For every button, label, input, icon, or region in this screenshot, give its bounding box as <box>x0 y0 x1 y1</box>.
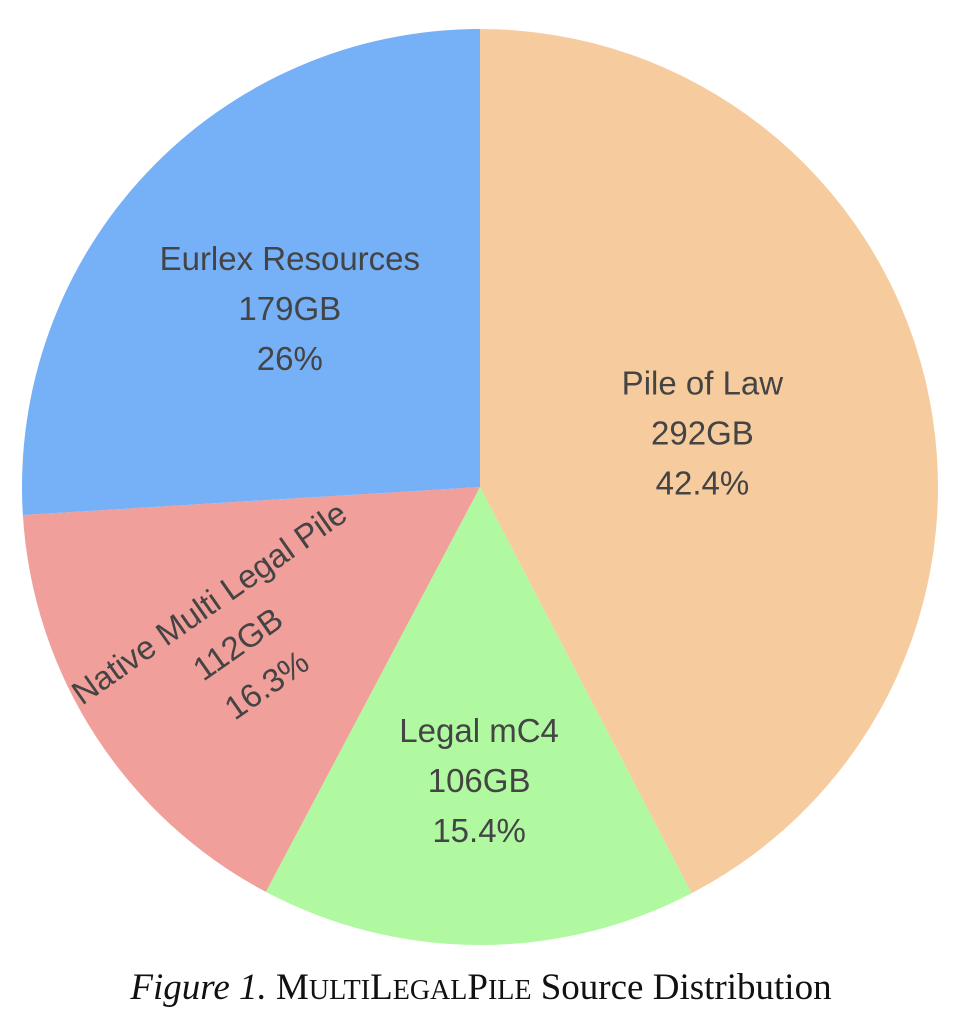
figure-title-rest: Source Distribution <box>531 967 832 1008</box>
dataset-name-part: M <box>276 967 309 1008</box>
slice-label-name: Legal mC4 <box>399 712 559 749</box>
pie-slice-pile-of-law <box>480 29 938 894</box>
slice-label-percent: 26% <box>257 340 323 377</box>
dataset-name-part: L <box>370 967 393 1008</box>
dataset-name-part: ulti <box>308 975 371 1006</box>
slice-label-name: Eurlex Resources <box>160 240 420 277</box>
slice-label-size: 106GB <box>428 762 531 799</box>
slice-label-group: Pile of Law 292GB 42.4% <box>622 365 784 502</box>
dataset-name-part: ile <box>487 975 532 1006</box>
pie-slice-native-multi-legal-pile <box>22 487 481 892</box>
pie-slices <box>22 29 938 945</box>
slice-label-size: 292GB <box>651 415 754 452</box>
pie-chart-svg: Pile of Law 292GB 42.4% Legal mC4 106GB 15.4%… <box>22 29 938 945</box>
slice-label-percent: 42.4% <box>656 465 750 502</box>
figure-number: Figure 1. <box>130 967 267 1008</box>
pie-chart: Pile of Law 292GB 42.4% Legal mC4 106GB 15.4%… <box>22 29 938 945</box>
slice-label-group: Legal mC4 106GB 15.4% <box>399 712 559 849</box>
pie-slice-eurlex-resources <box>22 29 480 516</box>
slice-label-size: 179GB <box>238 290 341 327</box>
dataset-name-part: egal <box>392 975 468 1006</box>
slice-label-name: Pile of Law <box>622 365 784 402</box>
slice-label-percent: 15.4% <box>432 812 526 849</box>
dataset-name-part: P <box>467 967 488 1008</box>
pie-slice-legal-mc4 <box>265 487 692 945</box>
slice-label-group: Eurlex Resources 179GB 26% <box>160 240 420 377</box>
